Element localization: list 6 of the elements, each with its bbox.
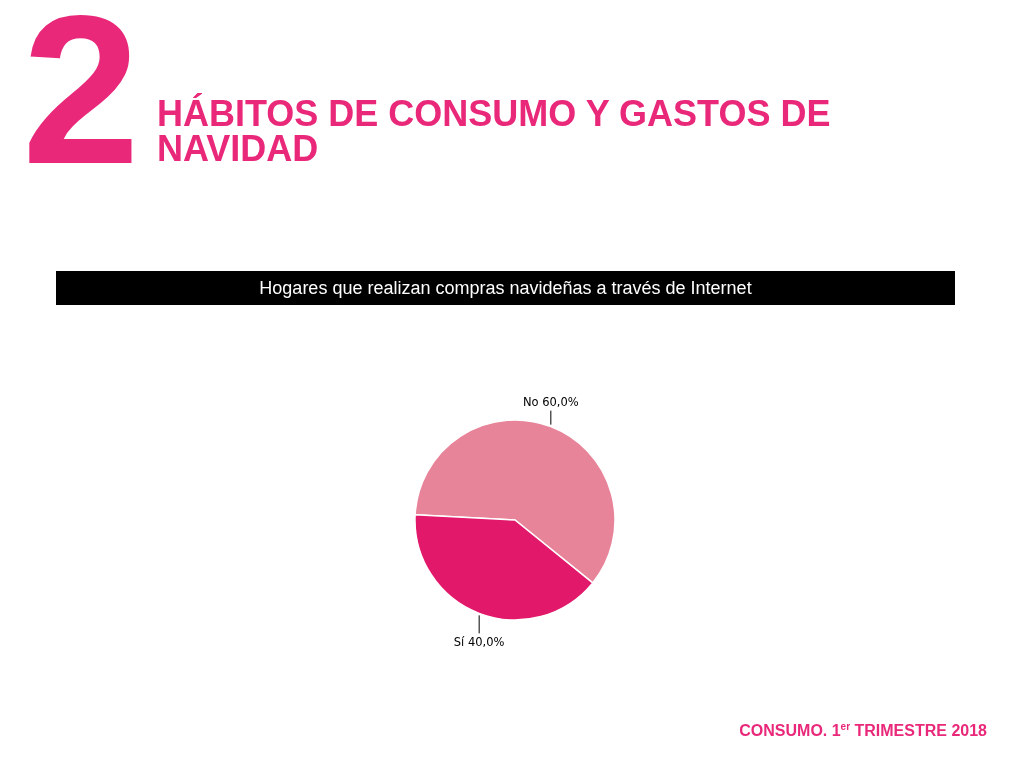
chart-title: HÁBITOS DE CONSUMO Y GASTOS DE NAVIDAD <box>157 93 832 169</box>
slice-label: No 60,0% <box>522 394 579 409</box>
chart-subtitle: Hogares que realizan compras navideñas a través de Internet <box>56 271 955 305</box>
text: CONSUMO. 1$^{er}$ TRIMESTRE 2018 <box>739 721 987 741</box>
slice-label: Sí 40,0% <box>453 635 505 650</box>
text: 2 <box>22 0 140 208</box>
